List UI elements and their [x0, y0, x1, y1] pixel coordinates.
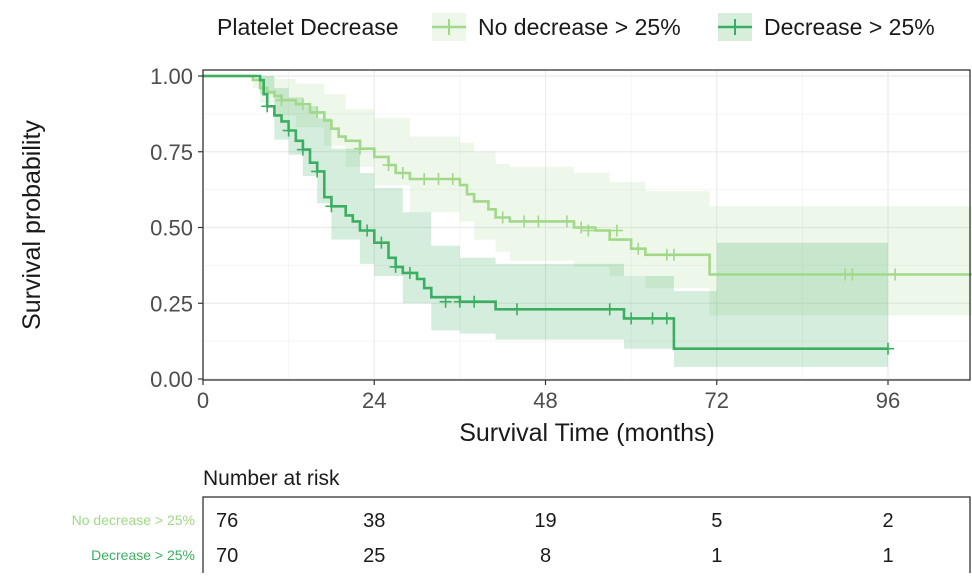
censor-mark [610, 224, 623, 237]
censor-mark [432, 173, 445, 186]
risk-value: 1 [882, 545, 893, 567]
censor-mark [375, 236, 388, 249]
censor-mark [510, 303, 523, 316]
censor-mark [625, 312, 638, 325]
legend-key-decrease [718, 13, 752, 41]
censor-mark [575, 221, 588, 234]
risk-table-title: Number at risk [203, 467, 340, 490]
censor-mark [453, 295, 466, 308]
risk-value: 2 [882, 510, 893, 532]
risk-value: 70 [216, 545, 238, 567]
censor-mark [296, 143, 309, 156]
ci-band-no-decrease [203, 76, 972, 316]
legend: Platelet Decrease No decrease > 25% Decr… [217, 13, 935, 41]
legend-key-no-decrease [432, 13, 466, 41]
risk-value: 38 [363, 510, 385, 532]
censor-mark [325, 200, 338, 213]
y-axis-label: Survival probability [18, 120, 46, 330]
x-tick-label: 48 [533, 388, 557, 413]
risk-table: Number at risk No decrease > 25% 76 38 19 5 2… [72, 467, 971, 578]
censor-mark [532, 215, 545, 228]
censor-mark [353, 142, 366, 155]
censor-mark [518, 215, 531, 228]
plot-panel: 0.00 0.25 0.50 0.75 1.00 0 24 48 72 96 [150, 64, 972, 413]
censor-mark [496, 211, 509, 224]
censor-mark [261, 100, 274, 113]
censor-mark [282, 124, 295, 137]
y-tick-label: 0.00 [150, 367, 193, 392]
censor-mark [403, 266, 416, 279]
risk-table-border [202, 496, 971, 578]
x-tick-label: 72 [705, 388, 729, 413]
x-tick-label: 0 [197, 388, 209, 413]
y-tick-label: 0.25 [150, 291, 193, 316]
risk-value: 76 [216, 510, 238, 532]
censor-mark [667, 248, 680, 261]
censor-mark [296, 98, 309, 111]
censor-mark [882, 342, 894, 355]
x-tick-label: 24 [362, 388, 386, 413]
censor-mark [660, 312, 673, 325]
x-tick-label: 96 [876, 388, 900, 413]
censor-mark [846, 268, 859, 281]
y-tick-label: 0.50 [150, 216, 193, 241]
risk-value: 19 [534, 510, 556, 532]
legend-label-decrease: Decrease > 25% [764, 14, 935, 40]
panel-border [202, 69, 971, 381]
legend-title: Platelet Decrease [217, 14, 399, 40]
risk-row-label: Decrease > 25% [91, 547, 195, 563]
censor-mark [311, 106, 324, 119]
censor-mark [446, 173, 459, 186]
censor-mark [275, 94, 288, 107]
censor-mark [382, 159, 395, 172]
risk-row-label: No decrease > 25% [72, 512, 195, 528]
censor-mark [889, 268, 902, 281]
censor-mark [389, 260, 402, 273]
censor-mark [439, 295, 452, 308]
censor-mark [632, 242, 645, 255]
risk-value: 8 [540, 545, 551, 567]
y-tick-label: 0.75 [150, 140, 193, 165]
risk-table-body: No decrease > 25% 76 38 19 5 2 Decrease > 25% 7… [72, 496, 971, 578]
censor-mark [646, 312, 659, 325]
censor-mark [311, 165, 324, 178]
censor-mark [361, 224, 374, 237]
survival-curve-decrease [203, 74, 888, 350]
risk-value: 1 [711, 545, 722, 567]
censor-mark [418, 173, 431, 186]
risk-value: 5 [711, 510, 722, 532]
x-axis-label: Survival Time (months) [459, 419, 715, 447]
risk-value: 25 [363, 545, 385, 567]
censor-mark [560, 215, 573, 228]
ci-band-decrease [203, 76, 888, 367]
censor-mark [603, 303, 616, 316]
censor-mark [468, 295, 481, 308]
censor-mark [582, 224, 595, 237]
legend-label-no-decrease: No decrease > 25% [478, 14, 681, 40]
censor-mark [396, 166, 409, 179]
y-tick-label: 1.00 [150, 64, 193, 89]
